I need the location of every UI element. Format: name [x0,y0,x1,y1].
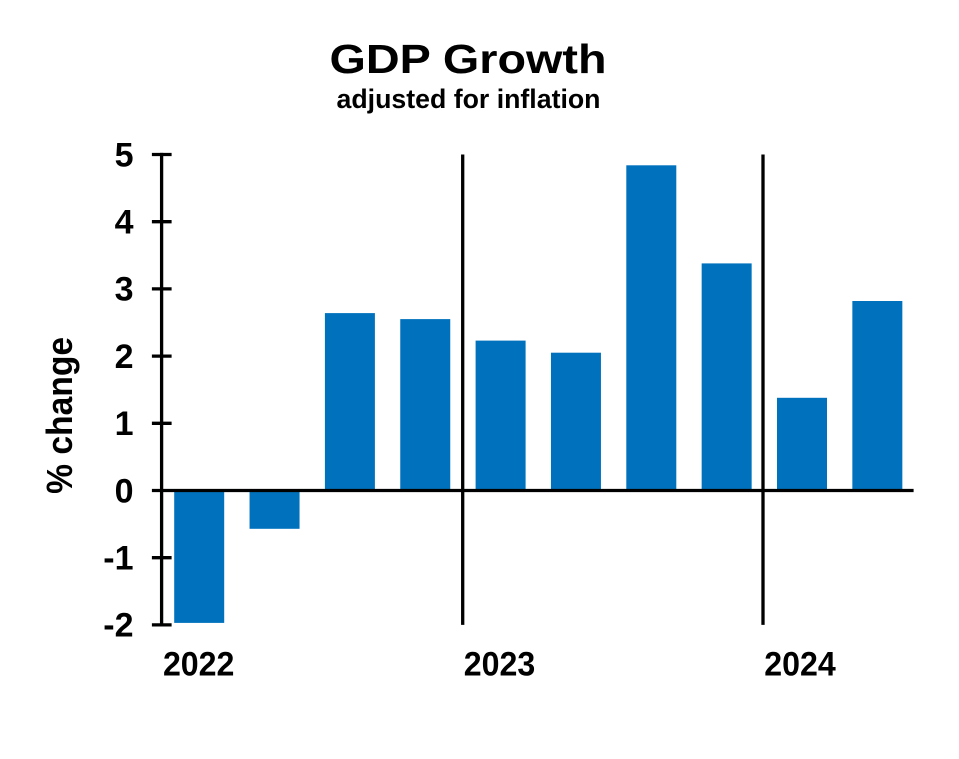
svg-text:2: 2 [115,338,134,376]
svg-text:-2: -2 [103,607,133,645]
svg-text:adjusted for inflation: adjusted for inflation [337,84,601,114]
svg-text:5: 5 [115,136,134,174]
svg-text:2022: 2022 [163,646,235,684]
svg-text:2024: 2024 [764,646,836,684]
svg-text:3: 3 [115,271,134,309]
svg-text:GDP Growth: GDP Growth [330,36,607,82]
svg-text:2023: 2023 [464,646,536,684]
svg-text:-1: -1 [103,540,133,578]
svg-text:% change: % change [39,337,80,494]
svg-text:1: 1 [115,405,134,443]
svg-text:4: 4 [115,204,134,242]
svg-text:0: 0 [115,472,134,510]
